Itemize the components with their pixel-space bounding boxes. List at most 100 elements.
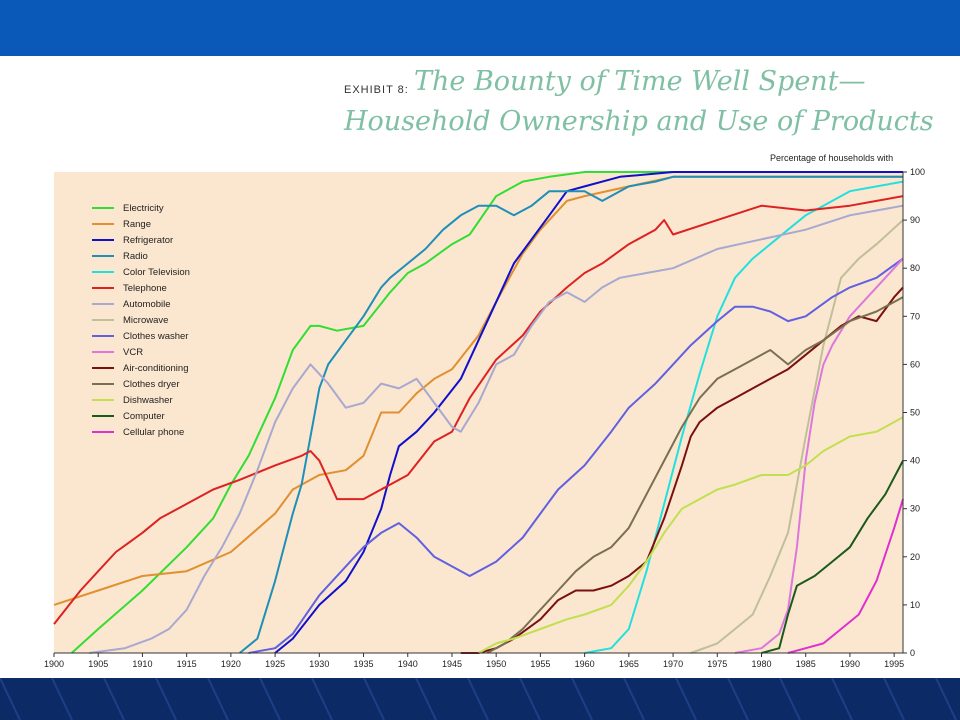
y-tick-label: 30 [910,504,920,514]
x-tick-label: 1995 [884,659,904,669]
decor-stripe [0,678,21,720]
y-tick-label: 40 [910,456,920,466]
series-line-microwave [690,219,904,654]
y-tick-label: 10 [910,600,920,610]
y-tick-label: 20 [910,552,920,562]
legend-label: Range [123,218,151,230]
decor-stripe [467,678,489,720]
legend-swatch [92,223,114,225]
legend-item: Clothes dryer [92,376,190,392]
legend-label: Refrigerator [123,234,174,246]
legend-label: Automobile [123,298,171,310]
legend-swatch [92,399,114,401]
x-tick-label: 1940 [398,659,418,669]
decor-stripe [623,678,645,720]
x-tick-label: 1910 [132,659,152,669]
y-tick-label: 80 [910,263,920,273]
legend-item: Telephone [92,280,190,296]
y-tick-label: 90 [910,215,920,225]
series-line-cellular-phone [787,498,904,654]
y-tick-label: 60 [910,359,920,369]
legend-item: Computer [92,408,190,424]
legend: Electricity Range Refrigerator Radio Color T… [92,200,190,440]
x-tick-label: 1945 [442,659,462,669]
legend-label: Air-conditioning [123,362,189,374]
legend-label: Dishwasher [123,394,173,406]
x-tick-label: 1915 [177,659,197,669]
decor-stripe [519,678,541,720]
legend-item: Electricity [92,200,190,216]
legend-swatch [92,207,114,209]
legend-item: Cellular phone [92,424,190,440]
decor-stripe [571,678,593,720]
legend-item: Refrigerator [92,232,190,248]
legend-label: Color Television [123,266,190,278]
legend-label: Microwave [123,314,169,326]
x-tick-label: 1975 [707,659,727,669]
decor-stripe [155,678,177,720]
x-tick-label: 1930 [309,659,329,669]
legend-label: Radio [123,250,148,262]
exhibit-label: EXHIBIT 8: [344,84,409,96]
legend-swatch [92,415,114,417]
decor-stripe [103,678,125,720]
legend-label: Telephone [123,282,167,294]
axis-layer: 1900 1905 1910 1915 1920 1925 1930 1935 1940 1945… [44,167,925,669]
x-tick-label: 1990 [840,659,860,669]
decor-stripe [51,678,73,720]
legend-swatch [92,271,114,273]
y-axis-title: Percentage of households with [770,153,894,163]
legend-item: Range [92,216,190,232]
legend-item: Radio [92,248,190,264]
series-line-telephone [53,195,904,625]
x-tick-label: 1920 [221,659,241,669]
legend-swatch [92,335,114,337]
y-tick-label: 50 [910,408,920,418]
legend-swatch [92,255,114,257]
legend-item: VCR [92,344,190,360]
y-tick-label: 70 [910,311,920,321]
series-line-electricity [71,171,903,654]
x-tick-label: 1955 [530,659,550,669]
bottom-banner [0,678,960,720]
x-tick-label: 1935 [354,659,374,669]
series-line-range [53,175,903,606]
legend-swatch [92,303,114,305]
decor-stripe [883,678,905,720]
x-tick-label: 1900 [44,659,64,669]
series-line-clothes-washer [248,257,904,654]
legend-swatch [92,383,114,385]
legend-label: Clothes dryer [123,378,180,390]
legend-item: Color Television [92,264,190,280]
legend-swatch [92,287,114,289]
chart-subtitle: Household Ownership and Use of Products [344,106,934,137]
series-line-color-television [584,180,904,654]
legend-item: Dishwasher [92,392,190,408]
legend-label: Cellular phone [123,426,185,438]
legend-swatch [92,431,114,433]
decor-stripe [259,678,281,720]
series-line-radio [239,175,903,654]
x-tick-label: 1970 [663,659,683,669]
legend-swatch [92,319,114,321]
x-tick-label: 1985 [796,659,816,669]
legend-item: Microwave [92,312,190,328]
legend-label: VCR [123,346,144,358]
decor-stripe [311,678,333,720]
line-chart: 1900 1905 1910 1915 1920 1925 1930 1935 1940 1945… [44,167,925,669]
legend-item: Automobile [92,296,190,312]
decor-stripe [831,678,853,720]
decor-stripe [415,678,437,720]
legend-swatch [92,367,114,369]
series-line-computer [761,460,904,654]
decor-stripe [363,678,385,720]
legend-swatch [92,351,114,353]
x-tick-label: 1925 [265,659,285,669]
bottom-pattern [0,678,957,720]
chart-title: The Bounty of Time Well Spent— [414,66,866,97]
legend-item: Clothes washer [92,328,190,344]
legend-swatch [92,239,114,241]
y-tick-label: 0 [910,648,915,658]
top-banner [0,0,960,56]
x-tick-label: 1965 [619,659,639,669]
